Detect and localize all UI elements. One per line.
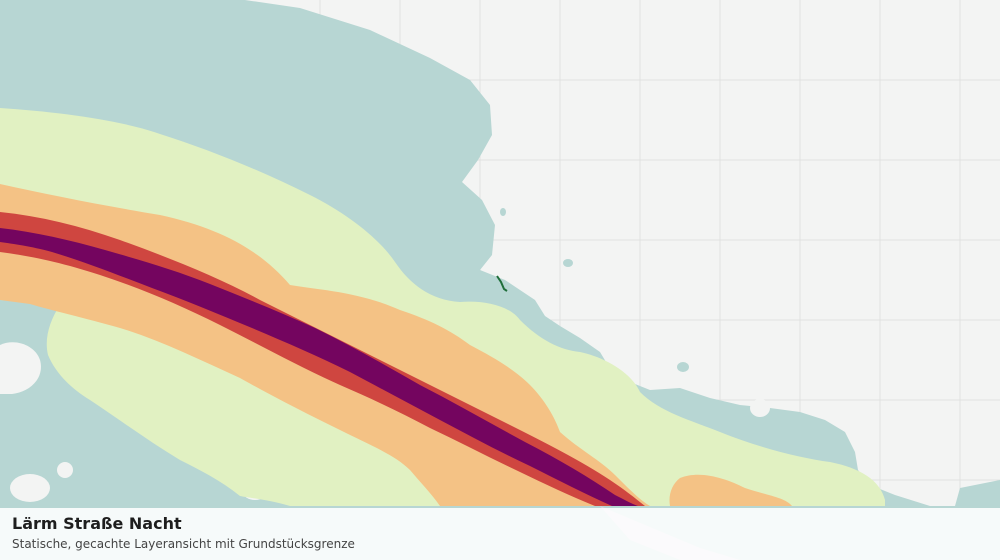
- map-title: Lärm Straße Nacht: [12, 514, 182, 533]
- noise-zone-mid-patch: [669, 474, 792, 506]
- map-caption: Lärm Straße Nacht Statische, gecachte La…: [0, 508, 1000, 560]
- noise-zone-low: [0, 108, 885, 506]
- noise-zone-highest: [0, 228, 638, 506]
- map-subtitle: Statische, gecachte Layeransicht mit Gru…: [12, 537, 355, 551]
- parcel-boundary[interactable]: [496, 275, 508, 292]
